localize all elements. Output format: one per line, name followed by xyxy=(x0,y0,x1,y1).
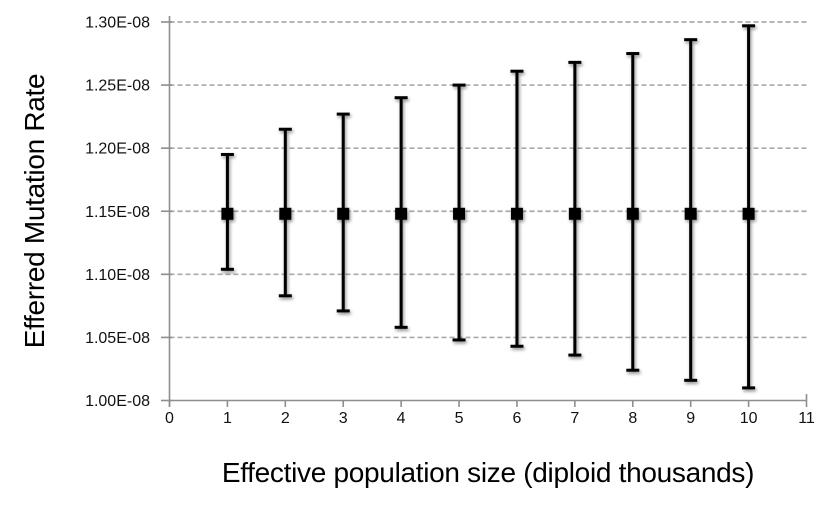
y-tick-label: 1.05E-08 xyxy=(85,330,150,347)
x-tick-label: 6 xyxy=(513,410,522,427)
data-point-marker xyxy=(684,207,697,220)
y-axis-title: Efferred Mutation Rate xyxy=(19,74,50,349)
x-tick-label: 7 xyxy=(570,410,579,427)
data-point-marker xyxy=(453,207,466,220)
data-point-marker xyxy=(742,207,755,220)
x-tick-label: 1 xyxy=(223,410,232,427)
data-point xyxy=(220,152,234,271)
data-point-marker xyxy=(337,207,350,220)
x-tick-label: 3 xyxy=(339,410,348,427)
data-point xyxy=(278,127,292,298)
data-point-marker xyxy=(221,207,234,220)
y-tick-label: 1.25E-08 xyxy=(85,78,150,95)
y-tick-label: 1.15E-08 xyxy=(85,204,150,221)
data-point xyxy=(626,52,640,372)
data-point xyxy=(452,83,466,342)
data-point-marker xyxy=(626,207,639,220)
y-tick-label: 1.30E-08 xyxy=(85,15,150,32)
x-tick-label: 11 xyxy=(798,410,815,427)
data-point xyxy=(742,24,756,390)
data-point xyxy=(684,38,698,382)
x-axis-title: Effective population size (diploid thous… xyxy=(222,457,754,488)
y-tick-label: 1.20E-08 xyxy=(85,141,150,158)
x-tick-label: 2 xyxy=(281,410,290,427)
data-point xyxy=(336,112,350,313)
data-point-marker xyxy=(568,207,581,220)
data-point-marker xyxy=(395,207,408,220)
data-point-marker xyxy=(510,207,523,220)
data-point xyxy=(510,69,524,348)
y-tick-label: 1.00E-08 xyxy=(85,393,150,410)
axes-layer xyxy=(161,16,808,407)
x-tick-label: 5 xyxy=(455,410,464,427)
data-point xyxy=(394,96,408,329)
x-tick-label: 4 xyxy=(397,410,406,427)
data-point xyxy=(568,60,582,357)
gridlines-layer xyxy=(169,21,807,339)
data-point-marker xyxy=(279,207,292,220)
y-tick-label: 1.10E-08 xyxy=(85,267,150,284)
data-series-layer xyxy=(220,24,756,390)
x-tick-label: 9 xyxy=(686,410,695,427)
x-tick-label: 10 xyxy=(740,410,758,427)
x-tick-label: 8 xyxy=(628,410,637,427)
tick-labels-layer: 1.00E-08 1.05E-08 1.10E-08 1.15E-08 1.20E-08… xyxy=(85,15,815,428)
x-tick-label: 0 xyxy=(165,410,174,427)
